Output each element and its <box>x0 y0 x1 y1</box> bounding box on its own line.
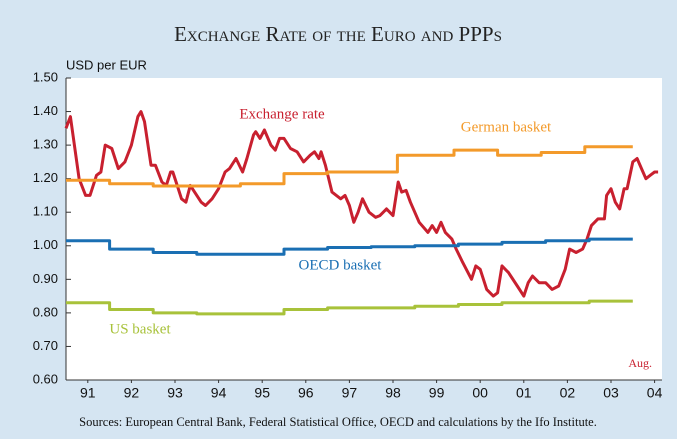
plot-area <box>66 78 662 380</box>
x-tick-label: 96 <box>298 385 314 401</box>
y-axis-label: USD per EUR <box>66 57 147 72</box>
y-tick-label: 0.80 <box>33 304 58 319</box>
x-tick-label: 03 <box>603 385 619 401</box>
series-line <box>64 110 659 298</box>
y-tick-label: 0.60 <box>33 371 58 386</box>
x-tick-label: 97 <box>342 385 358 401</box>
x-tick-label: 01 <box>516 385 532 401</box>
x-tick-label: 93 <box>167 385 183 401</box>
series-line <box>66 299 633 316</box>
series-label: German basket <box>461 119 552 135</box>
series-label: Exchange rate <box>239 106 325 122</box>
x-tick-label: 92 <box>124 385 140 401</box>
x-tick-label: 95 <box>254 385 270 401</box>
x-tick-label: 99 <box>429 385 445 401</box>
y-tick-label: 1.40 <box>33 103 58 118</box>
x-tick-label: 94 <box>211 385 227 401</box>
x-tick-label: 02 <box>560 385 576 401</box>
series-line <box>66 237 633 256</box>
y-tick-label: 1.20 <box>33 170 58 185</box>
series-line <box>66 145 633 188</box>
chart-title: Exchange Rate of the Euro and PPPs <box>174 22 502 46</box>
y-tick-label: 0.90 <box>33 271 58 286</box>
source-note: Sources: European Central Bank, Federal … <box>79 415 597 429</box>
y-tick-label: 1.30 <box>33 137 58 152</box>
series-label: OECD basket <box>299 257 383 273</box>
y-tick-label: 0.70 <box>33 338 58 353</box>
y-tick-label: 1.10 <box>33 204 58 219</box>
x-tick-label: 98 <box>385 385 401 401</box>
annotation: Aug. <box>628 356 652 370</box>
series-label: US basket <box>109 321 171 337</box>
y-tick-label: 1.00 <box>33 237 58 252</box>
y-tick-label: 1.50 <box>33 69 58 84</box>
x-tick-label: 00 <box>472 385 488 401</box>
x-tick-label: 04 <box>647 385 663 401</box>
x-tick-label: 91 <box>80 385 96 401</box>
